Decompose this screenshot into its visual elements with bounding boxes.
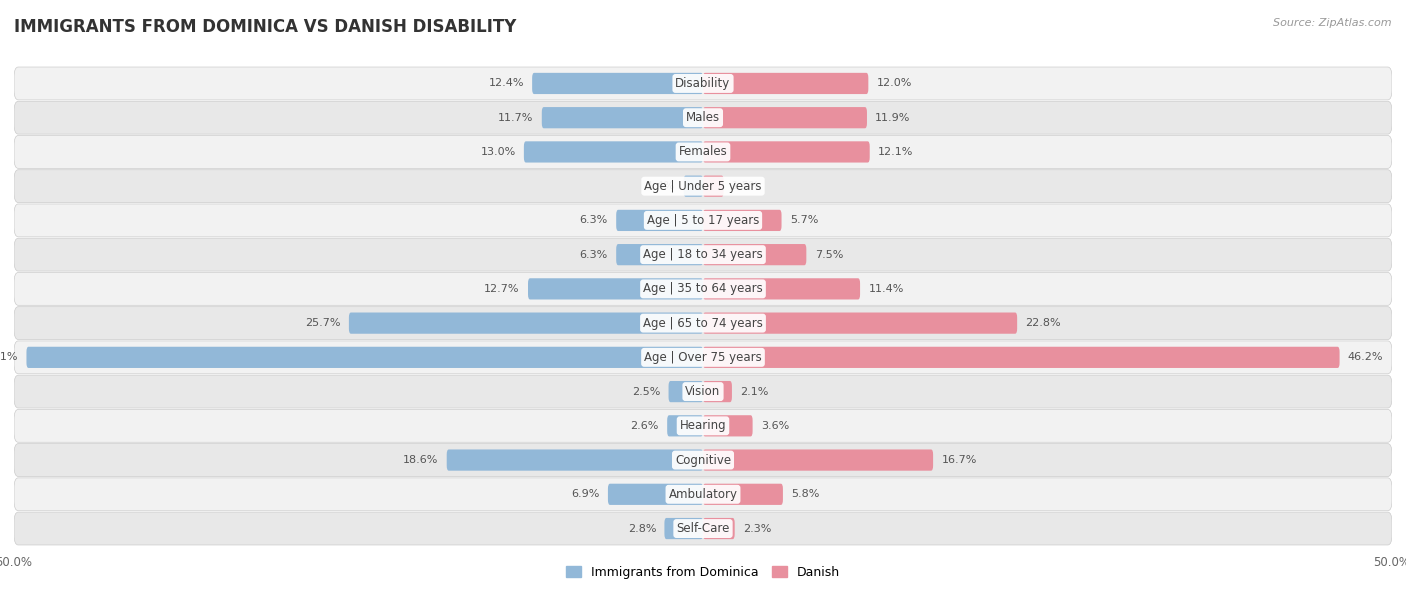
Text: 5.7%: 5.7% <box>790 215 818 225</box>
FancyBboxPatch shape <box>703 141 870 163</box>
FancyBboxPatch shape <box>616 244 703 265</box>
Text: 11.7%: 11.7% <box>498 113 533 122</box>
Text: 12.1%: 12.1% <box>877 147 914 157</box>
FancyBboxPatch shape <box>524 141 703 163</box>
Text: 13.0%: 13.0% <box>481 147 516 157</box>
FancyBboxPatch shape <box>703 313 1017 334</box>
FancyBboxPatch shape <box>703 73 869 94</box>
Text: Cognitive: Cognitive <box>675 453 731 466</box>
FancyBboxPatch shape <box>703 381 733 402</box>
Legend: Immigrants from Dominica, Danish: Immigrants from Dominica, Danish <box>561 561 845 584</box>
FancyBboxPatch shape <box>665 518 703 539</box>
Text: Vision: Vision <box>685 385 721 398</box>
Text: 22.8%: 22.8% <box>1025 318 1062 328</box>
FancyBboxPatch shape <box>14 341 1392 374</box>
Text: 5.8%: 5.8% <box>792 490 820 499</box>
Text: Males: Males <box>686 111 720 124</box>
FancyBboxPatch shape <box>541 107 703 129</box>
FancyBboxPatch shape <box>14 101 1392 134</box>
FancyBboxPatch shape <box>14 444 1392 477</box>
Text: Hearing: Hearing <box>679 419 727 432</box>
Text: Age | 5 to 17 years: Age | 5 to 17 years <box>647 214 759 227</box>
Text: Disability: Disability <box>675 77 731 90</box>
FancyBboxPatch shape <box>531 73 703 94</box>
FancyBboxPatch shape <box>14 409 1392 442</box>
Text: 1.4%: 1.4% <box>647 181 675 191</box>
Text: 49.1%: 49.1% <box>0 353 18 362</box>
Text: 6.9%: 6.9% <box>571 490 599 499</box>
FancyBboxPatch shape <box>349 313 703 334</box>
FancyBboxPatch shape <box>14 478 1392 511</box>
FancyBboxPatch shape <box>447 449 703 471</box>
FancyBboxPatch shape <box>703 347 1340 368</box>
Text: 2.5%: 2.5% <box>631 387 661 397</box>
Text: 12.0%: 12.0% <box>876 78 912 89</box>
FancyBboxPatch shape <box>703 518 735 539</box>
Text: 6.3%: 6.3% <box>579 215 607 225</box>
Text: Age | 35 to 64 years: Age | 35 to 64 years <box>643 282 763 296</box>
Text: Age | Over 75 years: Age | Over 75 years <box>644 351 762 364</box>
FancyBboxPatch shape <box>703 449 934 471</box>
FancyBboxPatch shape <box>14 375 1392 408</box>
FancyBboxPatch shape <box>703 278 860 299</box>
FancyBboxPatch shape <box>27 347 703 368</box>
FancyBboxPatch shape <box>607 483 703 505</box>
Text: IMMIGRANTS FROM DOMINICA VS DANISH DISABILITY: IMMIGRANTS FROM DOMINICA VS DANISH DISAB… <box>14 18 516 36</box>
Text: Age | 18 to 34 years: Age | 18 to 34 years <box>643 248 763 261</box>
FancyBboxPatch shape <box>683 176 703 197</box>
Text: 12.7%: 12.7% <box>484 284 520 294</box>
FancyBboxPatch shape <box>14 238 1392 271</box>
Text: 25.7%: 25.7% <box>305 318 340 328</box>
Text: 18.6%: 18.6% <box>404 455 439 465</box>
Text: Age | 65 to 74 years: Age | 65 to 74 years <box>643 316 763 330</box>
Text: Age | Under 5 years: Age | Under 5 years <box>644 180 762 193</box>
FancyBboxPatch shape <box>14 67 1392 100</box>
FancyBboxPatch shape <box>14 170 1392 203</box>
FancyBboxPatch shape <box>616 210 703 231</box>
FancyBboxPatch shape <box>703 244 807 265</box>
Text: 46.2%: 46.2% <box>1348 353 1384 362</box>
Text: 11.9%: 11.9% <box>875 113 911 122</box>
FancyBboxPatch shape <box>14 307 1392 340</box>
Text: 3.6%: 3.6% <box>761 421 789 431</box>
Text: Females: Females <box>679 146 727 159</box>
Text: 16.7%: 16.7% <box>942 455 977 465</box>
FancyBboxPatch shape <box>14 135 1392 168</box>
Text: Source: ZipAtlas.com: Source: ZipAtlas.com <box>1274 18 1392 28</box>
Text: 2.6%: 2.6% <box>630 421 659 431</box>
FancyBboxPatch shape <box>14 272 1392 305</box>
Text: 7.5%: 7.5% <box>814 250 844 259</box>
Text: 12.4%: 12.4% <box>488 78 524 89</box>
Text: 1.5%: 1.5% <box>733 181 761 191</box>
Text: 2.8%: 2.8% <box>627 523 657 534</box>
Text: Self-Care: Self-Care <box>676 522 730 535</box>
FancyBboxPatch shape <box>529 278 703 299</box>
FancyBboxPatch shape <box>703 107 868 129</box>
FancyBboxPatch shape <box>703 415 752 436</box>
FancyBboxPatch shape <box>703 483 783 505</box>
Text: Ambulatory: Ambulatory <box>668 488 738 501</box>
Text: 11.4%: 11.4% <box>869 284 904 294</box>
FancyBboxPatch shape <box>669 381 703 402</box>
Text: 2.3%: 2.3% <box>742 523 772 534</box>
FancyBboxPatch shape <box>14 204 1392 237</box>
FancyBboxPatch shape <box>703 176 724 197</box>
FancyBboxPatch shape <box>703 210 782 231</box>
Text: 6.3%: 6.3% <box>579 250 607 259</box>
FancyBboxPatch shape <box>14 512 1392 545</box>
Text: 2.1%: 2.1% <box>740 387 769 397</box>
FancyBboxPatch shape <box>668 415 703 436</box>
